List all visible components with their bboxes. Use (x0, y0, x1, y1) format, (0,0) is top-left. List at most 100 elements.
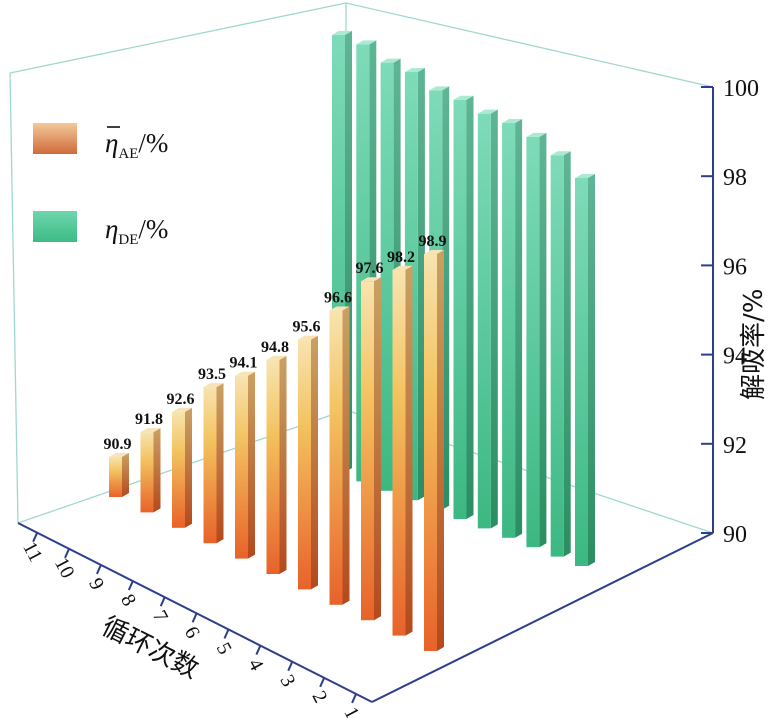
bar-ae-8 (203, 383, 224, 544)
value-label: 94.8 (261, 339, 289, 356)
x-tick-label: 9 (84, 575, 108, 594)
bar-ae-10-side (153, 428, 161, 513)
bar-ae-8-side (216, 383, 224, 544)
bar-ae-7 (235, 371, 255, 559)
x-tick (127, 580, 134, 591)
legend-de-unit: /% (138, 214, 168, 244)
x-tick (287, 661, 294, 672)
value-label: 94.1 (230, 355, 258, 372)
bar-de-1-top (575, 173, 595, 178)
legend-de-symbol: η (105, 214, 118, 244)
back-left-edge (9, 72, 19, 524)
x-tick (255, 645, 262, 655)
bar-ae-6-side (279, 355, 287, 574)
bar-de-1-front (575, 177, 588, 567)
z-tick-label: 98 (723, 165, 747, 191)
bar-de-5 (477, 109, 498, 529)
value-label: 98.2 (387, 249, 415, 266)
legend-swatch-ae (33, 123, 77, 154)
legend-ae-symbol: η (105, 128, 118, 158)
series-ae-bars (109, 250, 444, 651)
bar-de-1 (575, 173, 595, 567)
bar-de-3-top (526, 132, 547, 137)
z-tick-label: 92 (723, 433, 747, 459)
bar-ae-2-front (392, 269, 406, 636)
bar-ae-9-top (172, 407, 192, 412)
bar-de-4-front (502, 123, 516, 538)
value-label: 93.5 (198, 366, 226, 383)
right-top-edge (345, 2, 714, 88)
bar-ae-1 (424, 250, 444, 651)
legend-ae-subscript: AE (118, 146, 138, 162)
bar-ae-5-front (298, 339, 311, 590)
x-tick (159, 596, 166, 607)
x-tick (223, 629, 230, 639)
x-axis-line (17, 522, 373, 703)
bar-de-5-side (490, 109, 498, 529)
bar-de-3-front (526, 136, 540, 548)
z-axis: 90 92 94 96 98 100 (701, 76, 759, 548)
legend-ae-unit: /% (138, 128, 168, 158)
x-tick-label: 2 (307, 687, 331, 706)
bar-ae-3 (361, 277, 381, 621)
legend: ηAE/% ηDE/% (33, 123, 168, 248)
value-label: 97.6 (356, 260, 384, 277)
bar-de-5-front (477, 113, 491, 529)
z-tick-label: 90 (723, 522, 747, 548)
x-tick-label: 1 (339, 704, 363, 718)
value-label: 98.9 (419, 233, 447, 250)
bar-ae-11 (109, 452, 129, 497)
z-tick-label: 100 (723, 76, 759, 102)
bar-ae-11-top (109, 452, 129, 457)
bar-de-10-top (356, 40, 377, 45)
bar-de-1-side (588, 173, 595, 567)
bar-ae-3-top (361, 277, 381, 282)
z-tick-label: 96 (723, 254, 747, 280)
bar-ae-10 (140, 428, 161, 513)
bar-ae-9 (172, 407, 192, 528)
bar-de-4-side (515, 119, 523, 538)
bar-ae-11-front (109, 456, 122, 497)
x-tick-label: 11 (18, 538, 46, 565)
bar-ae-6-front (266, 359, 280, 574)
bar-ae-7-front (235, 375, 248, 559)
bar-de-9-front (380, 62, 394, 491)
x-tick-label: 5 (212, 639, 236, 658)
x-tick (319, 677, 326, 688)
x-tick-label: 7 (148, 607, 172, 626)
bar-ae-4-top (329, 306, 350, 311)
x-tick-label: 3 (276, 671, 300, 690)
x-tick-label: 10 (50, 554, 79, 582)
x-tick-label: 8 (116, 591, 140, 610)
bar-de-8-top (404, 68, 425, 73)
bar-de-6-side (466, 95, 474, 519)
bar-de-8-side (417, 68, 425, 501)
bar-ae-3-side (374, 277, 381, 621)
bar-de-2-top (550, 151, 571, 156)
bar-ae-4 (329, 306, 350, 605)
bar-de-7-top (429, 86, 450, 91)
bar-de-2-side (563, 151, 571, 557)
bar-ae-10-top (140, 428, 161, 433)
value-labels: 90.991.892.693.594.194.895.696.697.698.2… (104, 233, 447, 453)
bar-ae-5-side (311, 335, 318, 590)
bar-ae-4-front (329, 310, 343, 605)
value-label: 90.9 (104, 436, 132, 453)
bar-de-4-top (502, 119, 523, 124)
bar-de-2 (550, 151, 571, 557)
x-tick (351, 693, 357, 704)
legend-de-subscript: DE (118, 232, 138, 248)
value-label: 91.8 (135, 411, 163, 428)
bar-de-5-top (477, 109, 498, 114)
bar-ae-1-top (424, 250, 444, 255)
x-tick (64, 548, 70, 559)
bar-ae-1-side (437, 250, 444, 651)
bar-ae-5 (298, 335, 318, 590)
value-label: 92.6 (167, 391, 195, 408)
x-axis-title: 循环次数 (97, 611, 203, 685)
x-tick (191, 612, 198, 623)
bar-ae-4-side (342, 306, 350, 605)
bar-ae-9-front (172, 411, 185, 528)
bar-ae-2 (392, 265, 413, 636)
bar-de-2-front (550, 155, 564, 557)
